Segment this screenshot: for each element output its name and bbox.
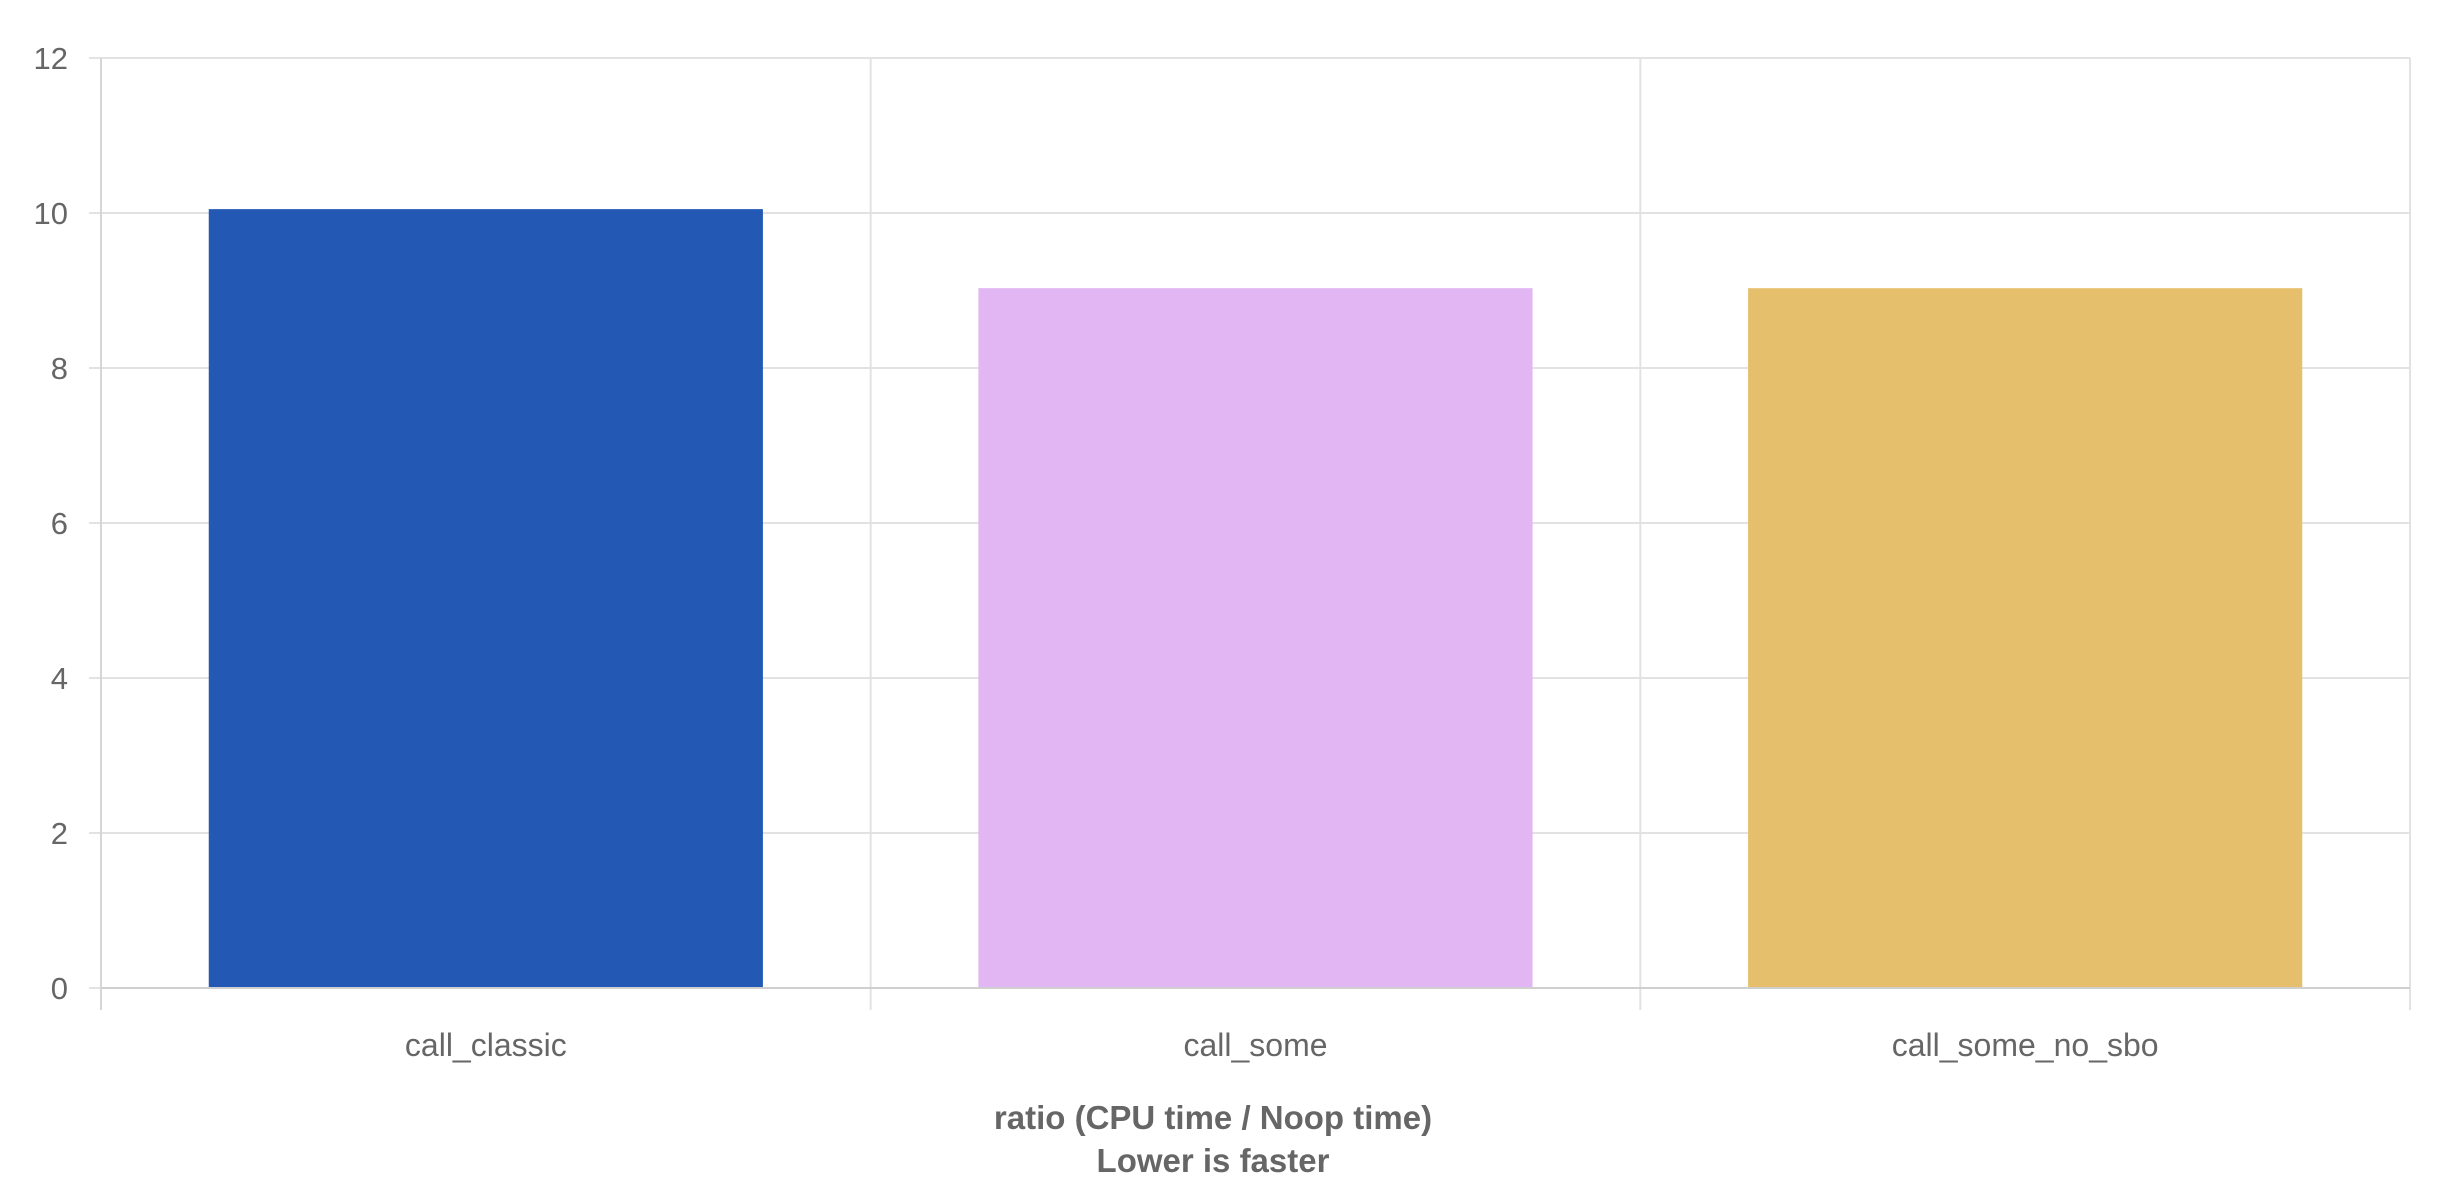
x-axis-title: ratio (CPU time / Noop time) — [994, 1099, 1432, 1136]
x-axis-subtitle: Lower is faster — [1097, 1142, 1330, 1179]
bars — [208, 209, 2303, 988]
y-tick-label: 4 — [51, 661, 68, 696]
y-tick-label: 0 — [51, 971, 68, 1006]
x-category-labels: call_classic call_some call_some_no_sbo — [405, 1027, 2159, 1063]
bar-call-some-no-sbo — [1748, 288, 2303, 988]
y-tick-label: 10 — [34, 196, 68, 231]
bar-call-some — [978, 288, 1533, 988]
x-category-label: call_classic — [405, 1027, 567, 1063]
y-tick-label: 8 — [51, 351, 68, 386]
x-category-label: call_some — [1183, 1027, 1327, 1063]
y-tick-label: 2 — [51, 816, 68, 851]
y-tick-label: 6 — [51, 506, 68, 541]
bar-call-classic — [208, 209, 763, 988]
x-category-label: call_some_no_sbo — [1892, 1027, 2159, 1063]
y-tick-label: 12 — [34, 41, 68, 76]
y-tick-labels: 0 2 4 6 8 10 12 — [34, 41, 68, 1006]
